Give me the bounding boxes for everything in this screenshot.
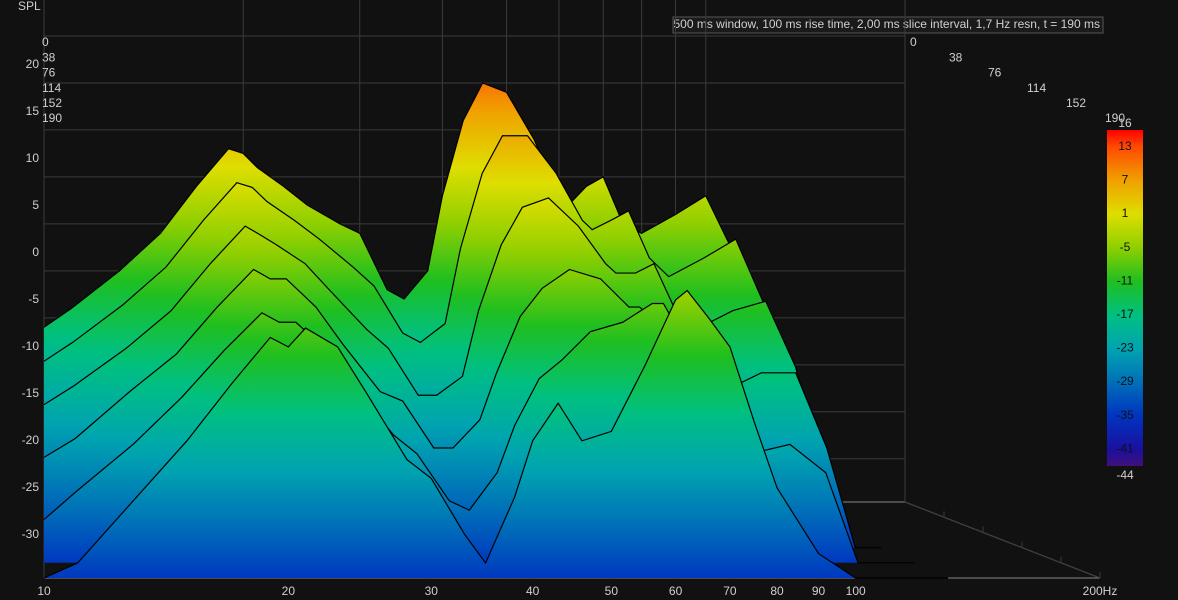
y-tick-label: -30 bbox=[22, 527, 40, 541]
colorbar-tick-label: -23 bbox=[1116, 341, 1134, 355]
time-tick-label: 38 bbox=[42, 50, 56, 64]
y-axis-label: SPL bbox=[18, 0, 41, 13]
x-tick-label: 60 bbox=[669, 584, 683, 598]
y-tick-label: 5 bbox=[32, 198, 39, 212]
y-tick-label: -10 bbox=[22, 339, 40, 353]
slice-area bbox=[44, 290, 949, 578]
y-tick-label: -15 bbox=[22, 386, 40, 400]
time-tick-label: 76 bbox=[42, 66, 56, 80]
time-tick-label: 152 bbox=[1066, 96, 1086, 110]
colorbar-tick-label: -44 bbox=[1116, 468, 1134, 482]
grid-line bbox=[904, 501, 1101, 579]
x-tick-label: 50 bbox=[605, 584, 619, 598]
x-tick-label: 10 bbox=[37, 584, 51, 598]
colorbar-tick-label: -41 bbox=[1116, 441, 1134, 455]
time-tick-label: 76 bbox=[988, 66, 1002, 80]
x-tick-label: 200Hz bbox=[1083, 584, 1118, 598]
time-tick-label: 152 bbox=[42, 96, 62, 110]
y-tick-label: -5 bbox=[28, 292, 39, 306]
y-tick-label: 10 bbox=[26, 151, 40, 165]
colorbar-tick-label: -5 bbox=[1120, 240, 1131, 254]
x-tick-label: 100 bbox=[846, 584, 866, 598]
colorbar-tick-label: -11 bbox=[1117, 273, 1134, 287]
colorbar-tick-label: 7 bbox=[1122, 173, 1129, 187]
colorbar-tick-label: 16 bbox=[1118, 116, 1132, 130]
time-tick-label: 0 bbox=[910, 35, 917, 49]
y-tick-label: -25 bbox=[22, 480, 40, 494]
time-tick-label: 190 bbox=[42, 111, 62, 125]
time-tick-label: 190 bbox=[1105, 111, 1125, 125]
time-tick-label: 0 bbox=[42, 35, 49, 49]
x-tick-label: 70 bbox=[723, 584, 737, 598]
x-tick-label: 40 bbox=[526, 584, 540, 598]
x-tick-label: 20 bbox=[282, 584, 296, 598]
time-tick-label: 114 bbox=[42, 81, 61, 95]
colorbar-tick-label: 13 bbox=[1118, 139, 1132, 153]
colorbar-tick-label: 1 bbox=[1122, 206, 1129, 220]
y-tick-label: -20 bbox=[22, 433, 40, 447]
colorbar-tick-label: -29 bbox=[1116, 374, 1134, 388]
slice-line bbox=[43, 135, 816, 518]
time-tick-label: 38 bbox=[949, 50, 963, 64]
colorbar bbox=[1107, 130, 1143, 466]
x-tick-label: 80 bbox=[770, 584, 784, 598]
colorbar-tick-label: -35 bbox=[1116, 408, 1134, 422]
slice-line bbox=[43, 82, 782, 503]
slice-line bbox=[43, 289, 949, 579]
x-tick-label: 90 bbox=[812, 584, 826, 598]
title-box bbox=[672, 16, 1104, 34]
y-tick-label: 15 bbox=[26, 104, 40, 118]
chart-title: 500 ms window, 100 ms rise time, 2,00 ms… bbox=[673, 17, 1100, 31]
x-tick-label: 30 bbox=[425, 584, 439, 598]
y-tick-label: 20 bbox=[26, 57, 40, 71]
time-tick-label: 114 bbox=[1027, 81, 1046, 95]
colorbar-tick-label: -17 bbox=[1116, 307, 1134, 321]
y-tick-label: 0 bbox=[32, 245, 39, 259]
